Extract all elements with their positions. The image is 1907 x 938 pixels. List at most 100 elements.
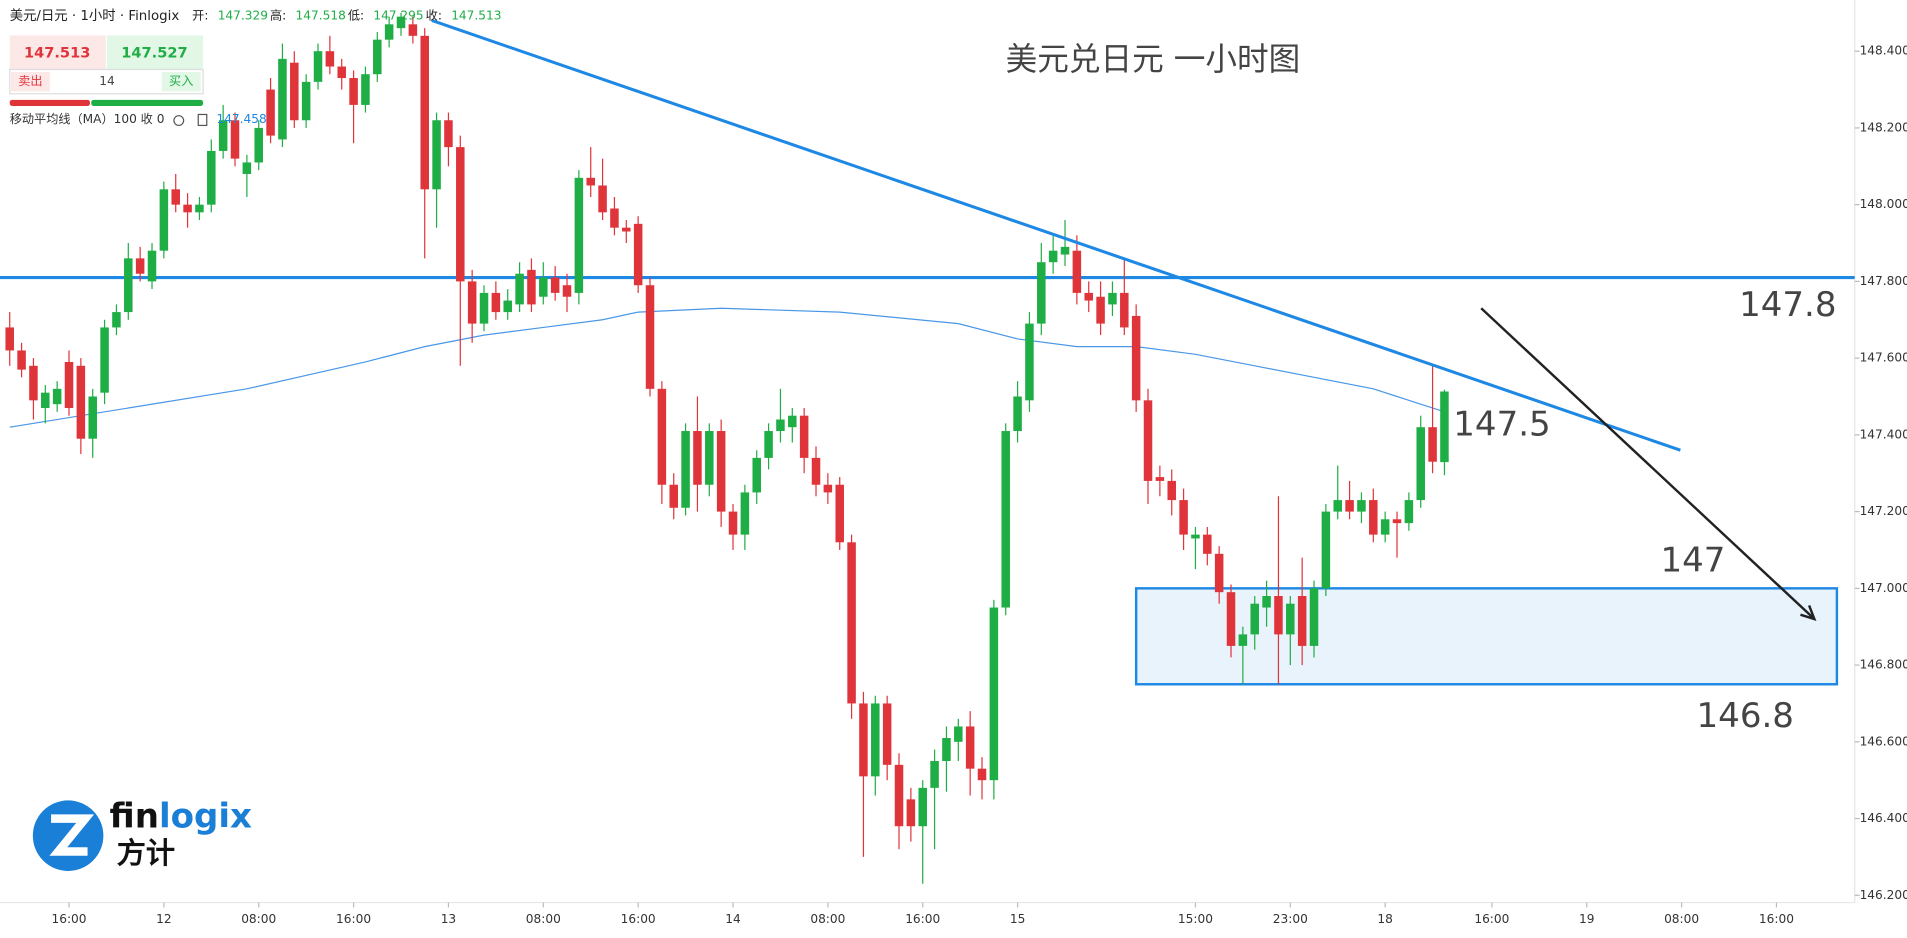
candle-body [657,388,667,485]
x-tick-label: 13 [441,912,456,926]
ohlc-value: 147.513 [451,8,501,22]
symbol: 美元/日元 · 1小时 · Finlogix [10,8,180,24]
candle-body [171,189,180,205]
candle-body [29,365,38,401]
candle-body [112,312,121,328]
candle-body [1084,292,1093,301]
y-tick-label: 147.800 [1860,274,1907,288]
candle-body [17,350,26,370]
ohlc-label: 收: [426,8,442,22]
candle-body [183,204,192,213]
ohlc-label: 高: [270,7,286,22]
candle-body [1416,427,1425,501]
ohlc-value: 147.329 [218,8,268,22]
ohlc-label: 低: [348,8,364,22]
annotation: 146.8 [1697,696,1794,736]
candle-body [254,127,263,163]
candle-body [1226,592,1236,646]
candle-body [598,185,607,213]
candle-body [942,737,951,761]
candle-body [301,81,311,121]
y-tick-label: 148.200 [1860,120,1907,134]
candle-body [266,89,275,136]
x-tick-label: 08:00 [241,912,276,926]
sell-button[interactable] [10,71,50,92]
candle-body [1203,534,1212,554]
x-tick-label: 12 [156,912,171,926]
candle-body [444,120,453,148]
candle-body [728,511,738,535]
bid: 147.513 [24,45,90,62]
candle-body [159,189,169,251]
ask-box[interactable] [107,35,204,70]
x-tick-label: 16:00 [621,912,656,926]
y-tick-label: 147.400 [1860,427,1907,441]
x-tick-label: 16:00 [905,912,940,926]
candle-body [1238,634,1248,646]
candle-body [871,703,880,777]
ohlc-value: 147.295 [373,8,423,22]
candle-body [1321,511,1331,589]
moving-average [9,307,1445,428]
x-tick-label: 23:00 [1273,912,1308,926]
candle-body [420,35,429,190]
candle-body [349,78,358,105]
ohlc-value: 147.518 [296,8,346,22]
brand-cn: 方计 [117,836,175,870]
brand-part: fin [109,796,158,836]
x-tick-label: 15 [1010,912,1025,926]
candle-body [527,269,536,305]
y-tick-label: 147.000 [1860,581,1907,595]
settings-icon[interactable] [173,115,185,127]
candle-body [776,419,785,432]
x-tick-label: 08:00 [526,912,561,926]
candle-body [195,204,204,213]
candle-body [479,292,489,324]
candle-body [847,542,856,704]
candle-body [1392,519,1402,524]
candle-body [207,150,216,205]
candle-body [859,703,868,777]
candle-body [1309,588,1319,646]
candle-body [906,799,916,827]
buy-button[interactable] [161,71,201,92]
header: 美元/日元 · 1小时 · Finlogix 开: 147.329 高: 147.51… [9,7,501,127]
buy-bar [91,99,204,106]
y-tick-label: 148.000 [1860,197,1907,211]
candle-body [325,51,335,67]
candle-body [1250,603,1259,635]
candle-body [1179,500,1188,535]
candle-body [337,66,346,79]
forecast-arrow [1480,307,1816,620]
buy-label: 买入 [169,74,193,88]
trendline [431,19,1681,452]
candle-body [218,120,228,151]
x-tick-label: 15:00 [1178,912,1213,926]
candle-body [799,415,809,458]
ask: 147.527 [121,45,187,62]
lots: 14 [99,74,115,88]
bid-box[interactable] [9,35,106,70]
delete-icon[interactable] [197,113,208,127]
candle-body [515,273,524,305]
candle-body [41,392,50,409]
y-tick-label: 147.600 [1860,351,1907,365]
y-tick-label: 148.400 [1860,44,1907,58]
sell-label: 卖出 [18,74,42,88]
x-tick-label: 19 [1579,912,1594,926]
x-tick-label: 18 [1377,912,1392,926]
candle-body [503,300,512,313]
candle-body [52,388,62,405]
candle-body [764,431,773,458]
annotation: 147.5 [1453,404,1550,444]
watermark: finlogix 方计 [32,796,252,871]
candle-body [408,24,418,36]
candle-body [124,258,133,313]
candle-body [645,285,655,389]
x-tick-label: 08:00 [1664,912,1699,926]
candle-body [977,768,987,781]
candle-body [242,162,252,174]
ma-label: 移动平均线（MA）100 收 0 [10,112,165,126]
